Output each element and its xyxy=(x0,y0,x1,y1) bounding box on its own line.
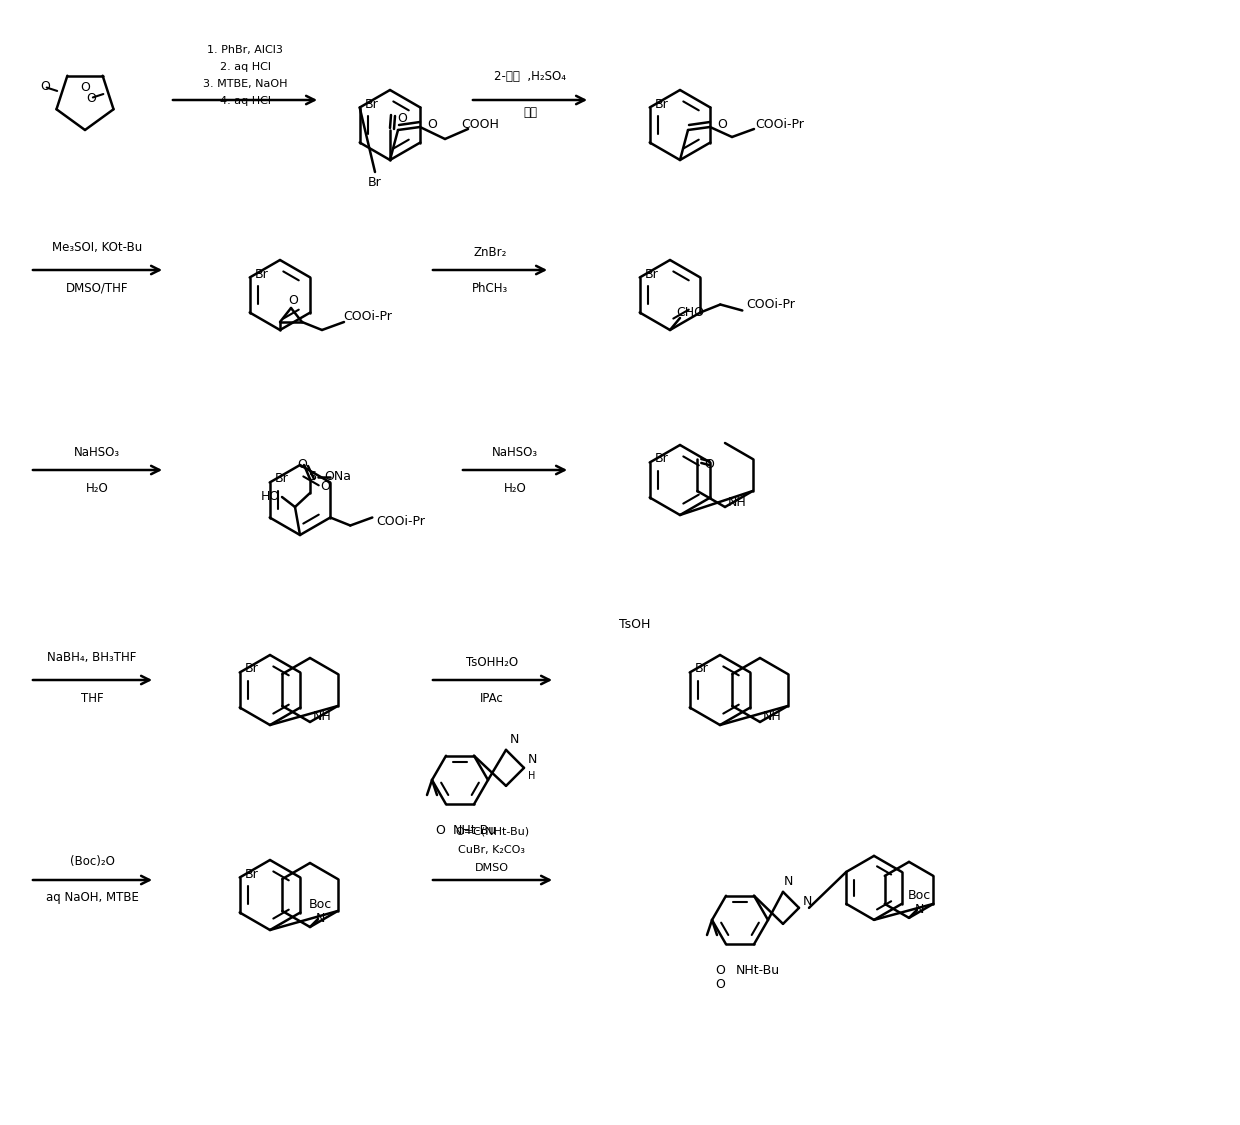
Text: H₂O: H₂O xyxy=(86,482,108,495)
Text: N: N xyxy=(784,875,792,889)
Text: Br: Br xyxy=(645,268,658,280)
Text: 回流: 回流 xyxy=(523,107,537,119)
Text: O=C(NHt-Bu): O=C(NHt-Bu) xyxy=(455,827,529,837)
Text: N: N xyxy=(527,754,537,766)
Text: Br: Br xyxy=(655,452,668,466)
Text: O: O xyxy=(86,91,95,105)
Text: ONa: ONa xyxy=(325,470,351,484)
Text: Br: Br xyxy=(246,867,259,881)
Text: CHO: CHO xyxy=(676,306,704,318)
Text: O: O xyxy=(435,824,445,837)
Text: NH: NH xyxy=(312,711,331,723)
Text: TsOH: TsOH xyxy=(619,619,651,631)
Text: NaBH₄, BH₃THF: NaBH₄, BH₃THF xyxy=(47,651,136,665)
Text: NHt-Bu: NHt-Bu xyxy=(735,963,780,976)
Text: O: O xyxy=(704,458,714,470)
Text: Br: Br xyxy=(275,472,289,486)
Text: COOi-Pr: COOi-Pr xyxy=(746,298,795,310)
Text: O: O xyxy=(298,459,308,471)
Text: THF: THF xyxy=(81,692,103,704)
Text: H: H xyxy=(528,771,536,781)
Text: ZnBr₂: ZnBr₂ xyxy=(474,245,507,259)
Text: DMSO: DMSO xyxy=(475,863,508,873)
Text: N: N xyxy=(802,896,812,908)
Text: NHt-Bu: NHt-Bu xyxy=(453,824,497,837)
Text: COOi-Pr: COOi-Pr xyxy=(755,118,805,132)
Text: Br: Br xyxy=(246,663,259,675)
Text: Boc: Boc xyxy=(309,899,331,911)
Text: O: O xyxy=(427,118,436,132)
Text: O: O xyxy=(320,480,330,494)
Text: O: O xyxy=(288,294,298,306)
Text: N: N xyxy=(510,734,518,746)
Text: COOi-Pr: COOi-Pr xyxy=(343,310,392,324)
Text: CuBr, K₂CO₃: CuBr, K₂CO₃ xyxy=(459,845,526,855)
Text: DMSO/THF: DMSO/THF xyxy=(66,281,128,295)
Text: O: O xyxy=(40,81,50,93)
Text: Br: Br xyxy=(655,98,668,110)
Text: (Boc)₂O: (Boc)₂O xyxy=(69,855,114,868)
Text: O: O xyxy=(81,81,91,95)
Text: 2. aq HCl: 2. aq HCl xyxy=(219,62,270,72)
Text: TsOHH₂O: TsOHH₂O xyxy=(466,656,518,668)
Text: aq NaOH, MTBE: aq NaOH, MTBE xyxy=(46,891,139,904)
Text: IPAc: IPAc xyxy=(480,692,503,704)
Text: NaHSO₃: NaHSO₃ xyxy=(74,446,120,459)
Text: 2-丙醇  ,H₂SO₄: 2-丙醇 ,H₂SO₄ xyxy=(494,71,565,83)
Text: N: N xyxy=(914,903,924,917)
Text: COOi-Pr: COOi-Pr xyxy=(376,515,425,528)
Text: NaHSO₃: NaHSO₃ xyxy=(492,446,538,459)
Text: PhCH₃: PhCH₃ xyxy=(472,281,508,295)
Text: Br: Br xyxy=(368,176,382,189)
Text: 1. PhBr, AlCl3: 1. PhBr, AlCl3 xyxy=(207,45,283,55)
Text: NH: NH xyxy=(763,711,781,723)
Text: NH: NH xyxy=(728,495,746,508)
Text: H₂O: H₂O xyxy=(503,482,526,495)
Text: Boc: Boc xyxy=(908,890,931,902)
Text: Br: Br xyxy=(255,268,269,280)
Text: Br: Br xyxy=(365,98,379,110)
Text: COOH: COOH xyxy=(461,118,498,132)
Text: O: O xyxy=(715,978,725,990)
Text: Me₃SOI, KOt-Bu: Me₃SOI, KOt-Bu xyxy=(52,242,143,254)
Text: S: S xyxy=(308,470,316,484)
Text: HO: HO xyxy=(260,490,280,504)
Text: 4. aq HCl: 4. aq HCl xyxy=(219,96,270,106)
Text: O: O xyxy=(397,111,407,125)
Text: O: O xyxy=(715,963,725,976)
Text: 3. MTBE, NaOH: 3. MTBE, NaOH xyxy=(203,79,288,89)
Text: Br: Br xyxy=(696,663,709,675)
Text: O: O xyxy=(717,118,727,132)
Text: N: N xyxy=(315,912,325,926)
